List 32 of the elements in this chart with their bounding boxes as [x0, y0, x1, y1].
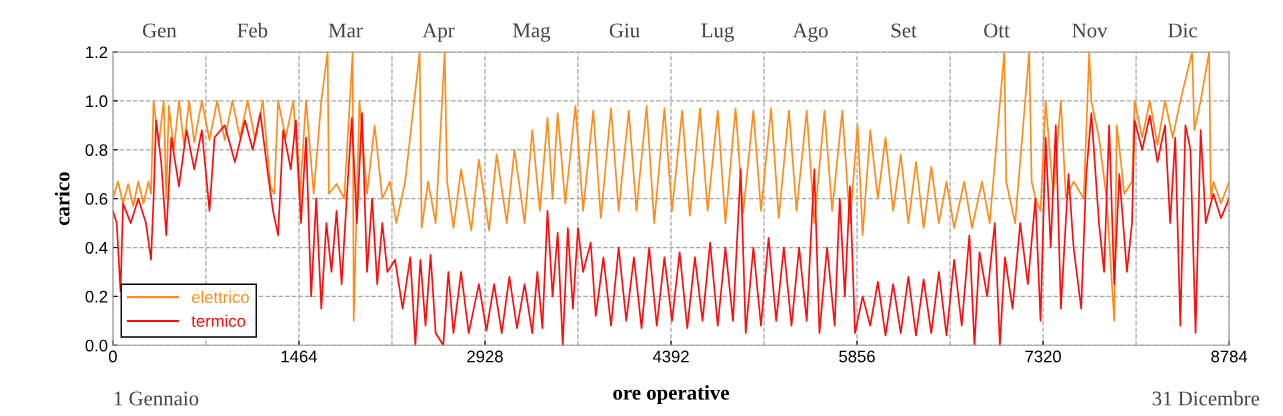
x-tick-label: 7320	[1025, 350, 1061, 363]
x-tick-label: 0	[108, 350, 117, 363]
text: 1 Gennaio	[114, 391, 199, 406]
text: Nov	[1072, 23, 1108, 38]
text: Mag	[512, 23, 551, 42]
x-axis-title: ore operative	[613, 385, 729, 405]
x-tick-label: 5856	[839, 350, 875, 363]
x-tick-label: 4392	[652, 350, 689, 363]
x-tick-label: 1464	[281, 350, 317, 363]
y-tick-label: 0.0	[85, 339, 108, 352]
text: Mar	[328, 23, 363, 38]
text: Giu	[609, 23, 640, 38]
legend-label: elettrico	[191, 290, 249, 304]
text: Ago	[792, 23, 828, 42]
text: Set	[891, 23, 917, 38]
y-tick-label: 1.2	[86, 46, 108, 59]
y-tick-label: 0.8	[85, 144, 108, 156]
text: Dic	[1168, 23, 1197, 38]
legend-label: termico	[191, 314, 246, 327]
y-tick-label: 0.4	[85, 241, 108, 254]
text: Ott	[984, 23, 1010, 38]
y-tick-label: 1.0	[86, 95, 108, 108]
text: Apr	[422, 23, 455, 42]
text: Feb	[237, 22, 268, 38]
x-tick-label: 8784	[1211, 350, 1248, 363]
y-tick-label: 0.2	[85, 290, 108, 303]
text: Lug	[701, 23, 734, 42]
text: 31 Dicembre	[1152, 390, 1260, 406]
y-tick-label: 0.6	[85, 193, 108, 205]
x-tick-label: 2928	[467, 350, 503, 363]
y-axis-title: carico	[54, 172, 70, 226]
text: Gen	[142, 23, 177, 38]
